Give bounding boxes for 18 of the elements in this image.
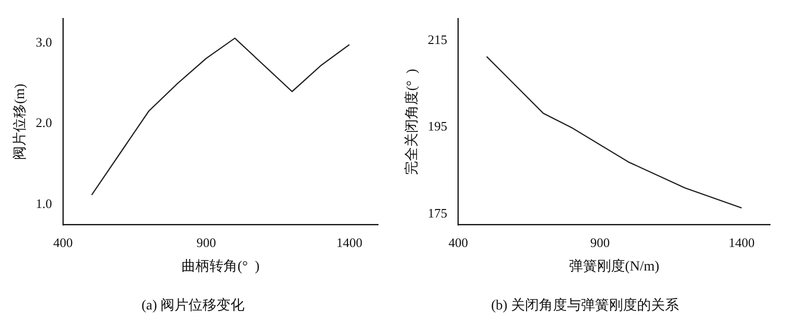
x-tick-label: 900 [590, 235, 610, 250]
y-axis-title: 完全关闭角度(° ) [404, 68, 420, 175]
x-tick-label: 1400 [728, 235, 755, 250]
x-tick-label: 400 [448, 235, 468, 250]
x-tick-label: 900 [196, 235, 216, 250]
y-axis-title: 阀片位移(m) [12, 83, 28, 160]
text: (b) 关闭角度与弹簧刚度的关系 [491, 297, 679, 314]
y-tick-label: 215 [428, 32, 448, 47]
x-tick-label: 400 [53, 235, 73, 250]
x-axis-title: 弹簧刚度(N/m) [569, 258, 660, 274]
x-tick-label: 1400 [336, 235, 362, 250]
y-tick-label: 1.0 [36, 196, 52, 212]
y-tick-label: 195 [428, 118, 448, 134]
y-tick-label: 2.0 [36, 115, 52, 130]
y-tick-label: 175 [428, 205, 448, 220]
x-axis-title: 曲柄转角(° ) [182, 258, 260, 274]
y-tick-label: 3.0 [36, 34, 52, 50]
text: (a) 阀片位移变化 [141, 297, 245, 314]
